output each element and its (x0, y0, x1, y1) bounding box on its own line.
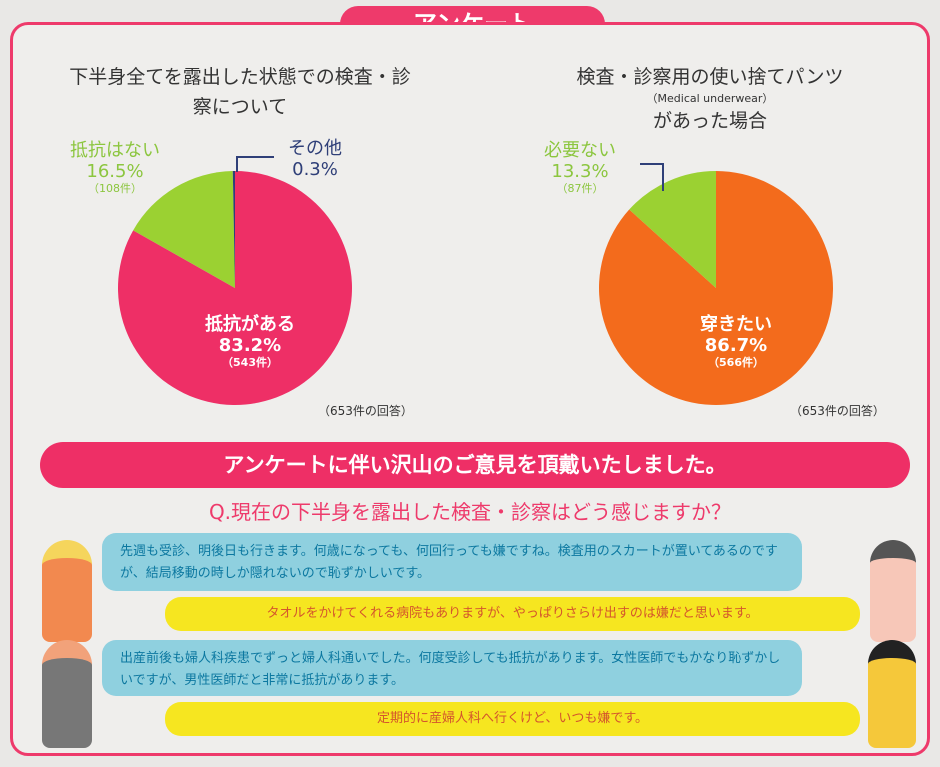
percent-label: 86.7% (704, 335, 768, 356)
comment-bubble-1: 先週も受診、明後日も行きます。何歳になっても、何回行っても嫌ですね。検査用のスカ… (102, 533, 802, 591)
pie2-label-not-needed: 必要ない 13.3% （87件） (544, 140, 616, 195)
pie-slice-1 (133, 171, 235, 288)
pie-chart-2 (599, 171, 833, 406)
leader-line (236, 156, 274, 172)
chart1-title-text: 下半身全てを露出した状態での検査・診察について (69, 66, 411, 118)
pie-slice-0 (117, 171, 352, 405)
avatar-woman-2 (870, 540, 916, 642)
chart1-title: 下半身全てを露出した状態での検査・診察について (60, 62, 420, 122)
avatar-woman-4 (868, 640, 916, 748)
pie1-label-resistance: 抵抗がある 83.2% （543件） (205, 314, 295, 369)
pie2-note: （653件の回答） (790, 404, 885, 418)
percent-label: 16.5% (86, 161, 144, 182)
pie2-label-want: 穿きたい 86.7% （566件） (700, 314, 772, 369)
question: Q.現在の下半身を露出した検査・診察はどう感じますか？ (208, 500, 732, 524)
percent-label: 0.3% (292, 159, 338, 180)
percent-label: 83.2% (218, 335, 282, 356)
percent-label: 13.3% (551, 161, 609, 182)
comment-bubble-4: 定期的に産婦人科へ行くけど、いつも嫌です。 (165, 702, 860, 736)
pie1-note: （653件の回答） (318, 404, 413, 418)
avatar-woman-1 (42, 540, 92, 642)
pie1-label-no-resistance: 抵抗はない 16.5% （108件） (70, 140, 160, 195)
pie-slice-2 (232, 171, 235, 288)
avatar-woman-3 (42, 640, 92, 748)
pie-slice-0 (599, 171, 833, 406)
banner: アンケートに伴い沢山のご意見を頂戴いたしました。 (40, 442, 910, 488)
survey-frame (10, 22, 930, 756)
pie-slice-1 (629, 171, 716, 288)
chart2-title: 検査・診察用の使い捨てパンツ （Medical underwear） があった場合 (576, 66, 844, 132)
leader-line (640, 163, 664, 191)
pie1-label-other: その他 0.3% (288, 138, 342, 180)
comment-bubble-3: 出産前後も婦人科疾患でずっと婦人科通いでした。何度受診しても抵抗があります。女性… (102, 640, 802, 696)
pie-chart-1 (117, 171, 352, 405)
comment-bubble-2: タオルをかけてくれる病院もありますが、やっぱりさらけ出すのは嫌だと思います。 (165, 597, 860, 631)
